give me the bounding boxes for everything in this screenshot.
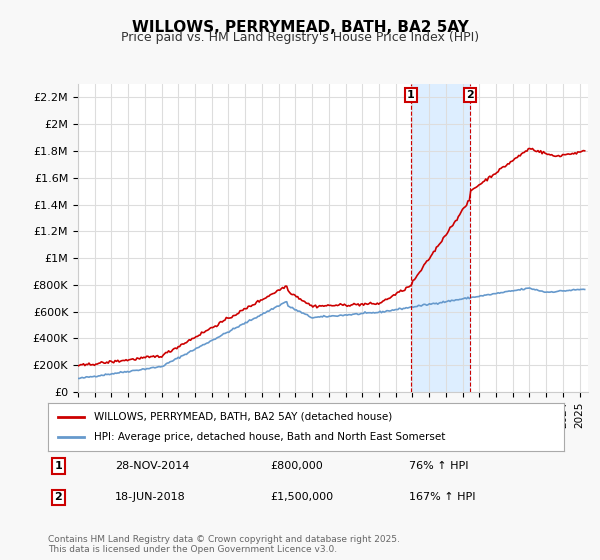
Text: Contains HM Land Registry data © Crown copyright and database right 2025.
This d: Contains HM Land Registry data © Crown c… <box>48 535 400 554</box>
Text: £1,500,000: £1,500,000 <box>270 492 333 502</box>
Text: 167% ↑ HPI: 167% ↑ HPI <box>409 492 476 502</box>
Text: 1: 1 <box>55 461 62 471</box>
Text: 18-JUN-2018: 18-JUN-2018 <box>115 492 186 502</box>
Text: HPI: Average price, detached house, Bath and North East Somerset: HPI: Average price, detached house, Bath… <box>94 432 446 442</box>
Text: 2: 2 <box>55 492 62 502</box>
Text: 1: 1 <box>407 90 415 100</box>
Text: Price paid vs. HM Land Registry's House Price Index (HPI): Price paid vs. HM Land Registry's House … <box>121 31 479 44</box>
Bar <box>411 84 470 392</box>
Text: £800,000: £800,000 <box>270 461 323 471</box>
Text: 2: 2 <box>466 90 474 100</box>
Text: WILLOWS, PERRYMEAD, BATH, BA2 5AY: WILLOWS, PERRYMEAD, BATH, BA2 5AY <box>131 20 469 35</box>
Text: 28-NOV-2014: 28-NOV-2014 <box>115 461 190 471</box>
Text: 76% ↑ HPI: 76% ↑ HPI <box>409 461 469 471</box>
Text: WILLOWS, PERRYMEAD, BATH, BA2 5AY (detached house): WILLOWS, PERRYMEAD, BATH, BA2 5AY (detac… <box>94 412 392 422</box>
